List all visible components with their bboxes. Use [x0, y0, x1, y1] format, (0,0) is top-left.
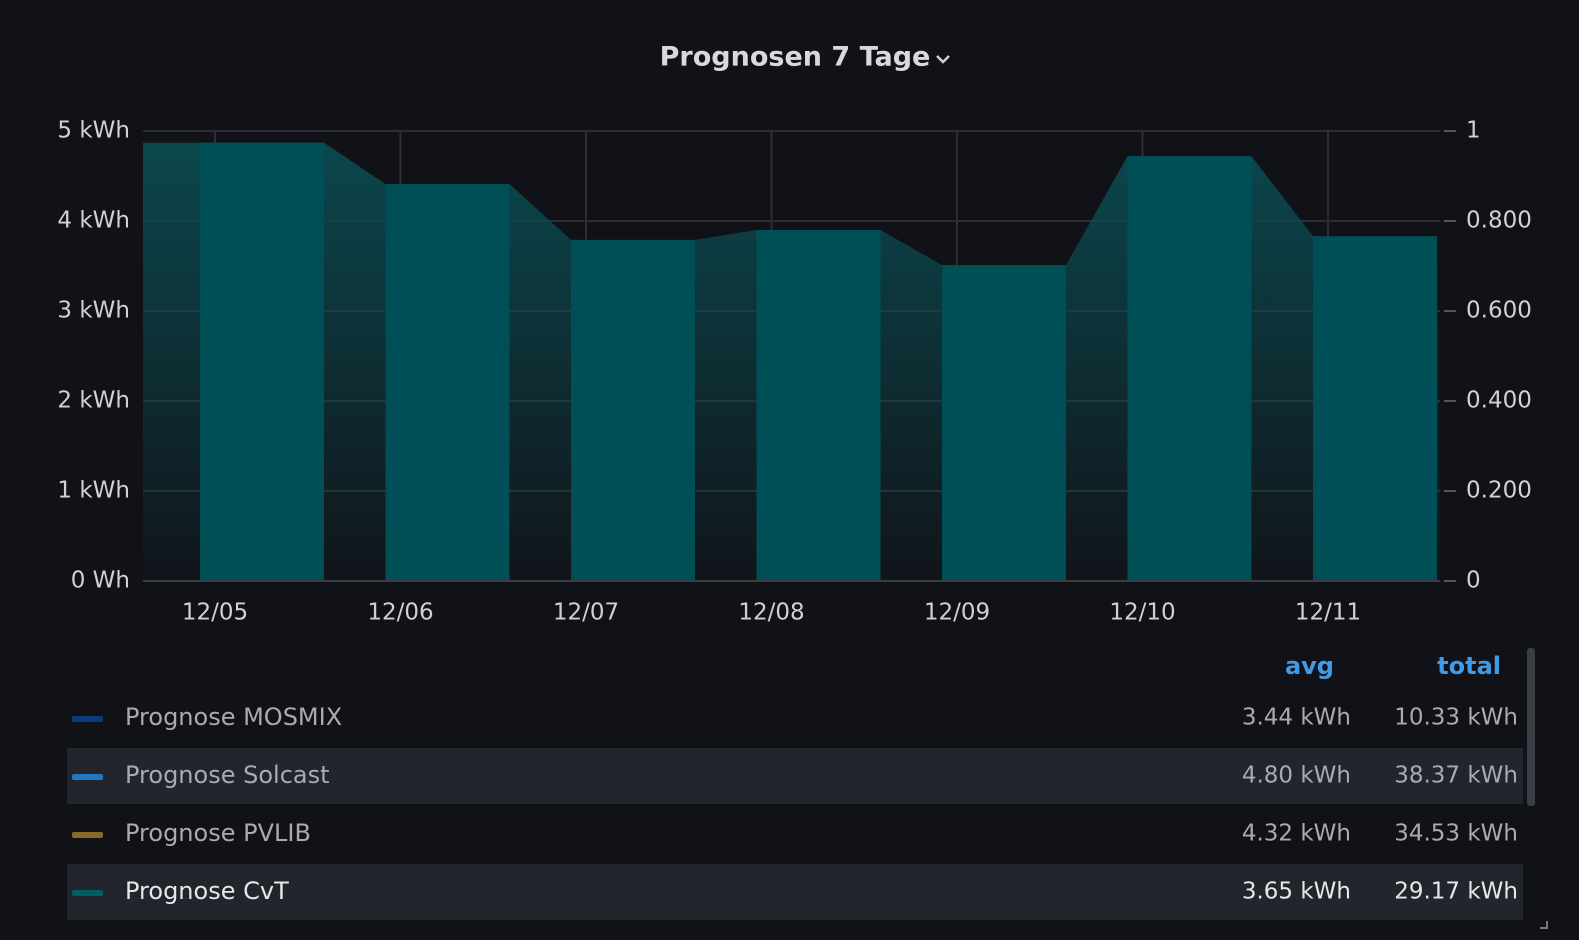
bar — [200, 142, 324, 581]
panel-title[interactable]: Prognosen 7 Tage — [660, 42, 931, 73]
legend-row-highlight — [67, 748, 1523, 804]
legend-avg: 3.44 kWh — [1242, 705, 1351, 731]
legend-row-highlight — [67, 864, 1523, 920]
resize-handle[interactable] — [1540, 921, 1548, 929]
legend-name[interactable]: Prognose PVLIB — [125, 819, 311, 847]
y2-tick-label: 0 — [1466, 568, 1481, 594]
y2-tick-label: 0.600 — [1466, 298, 1532, 324]
bar — [385, 184, 510, 581]
y-tick-label: 1 kWh — [57, 478, 130, 504]
y2-tick-label: 0.200 — [1466, 478, 1532, 504]
x-tick-label: 12/09 — [924, 600, 990, 626]
legend-avg: 4.32 kWh — [1242, 821, 1351, 847]
x-tick-label: 12/08 — [738, 600, 804, 626]
x-tick-label: 12/05 — [182, 600, 248, 626]
legend-total: 29.17 kWh — [1394, 879, 1518, 905]
legend-swatch[interactable] — [72, 774, 103, 780]
y2-tick-label: 0.400 — [1466, 388, 1532, 414]
legend-name[interactable]: Prognose MOSMIX — [125, 703, 342, 731]
legend-total: 38.37 kWh — [1394, 763, 1518, 789]
legend-avg: 4.80 kWh — [1242, 763, 1351, 789]
legend-column-header[interactable]: avg — [1285, 652, 1334, 680]
y-tick-label: 4 kWh — [57, 208, 130, 234]
bar — [756, 230, 881, 581]
x-tick-label: 12/06 — [367, 600, 433, 626]
scrollbar[interactable] — [1527, 648, 1535, 806]
y-tick-label: 3 kWh — [57, 298, 130, 324]
legend-swatch[interactable] — [72, 890, 103, 896]
legend-column-header[interactable]: total — [1437, 652, 1501, 680]
bar — [1127, 156, 1252, 581]
x-tick-label: 12/07 — [553, 600, 619, 626]
legend-total: 34.53 kWh — [1394, 821, 1518, 847]
legend-name[interactable]: Prognose Solcast — [125, 761, 330, 789]
y-tick-label: 5 kWh — [57, 118, 130, 144]
legend-swatch[interactable] — [72, 716, 103, 722]
legend-swatch[interactable] — [72, 832, 103, 838]
x-tick-label: 12/11 — [1295, 600, 1361, 626]
y2-tick-label: 0.800 — [1466, 208, 1532, 234]
y-tick-label: 2 kWh — [57, 388, 130, 414]
y2-tick-label: 1 — [1466, 118, 1481, 144]
legend-name[interactable]: Prognose CvT — [125, 877, 289, 905]
bar — [942, 265, 1066, 581]
legend-total: 10.33 kWh — [1394, 705, 1518, 731]
bar — [1313, 236, 1437, 582]
bar — [571, 239, 695, 581]
x-tick-label: 12/10 — [1109, 600, 1175, 626]
legend-avg: 3.65 kWh — [1242, 879, 1351, 905]
y-tick-label: 0 Wh — [71, 568, 130, 594]
title-chevron[interactable] — [936, 55, 950, 64]
